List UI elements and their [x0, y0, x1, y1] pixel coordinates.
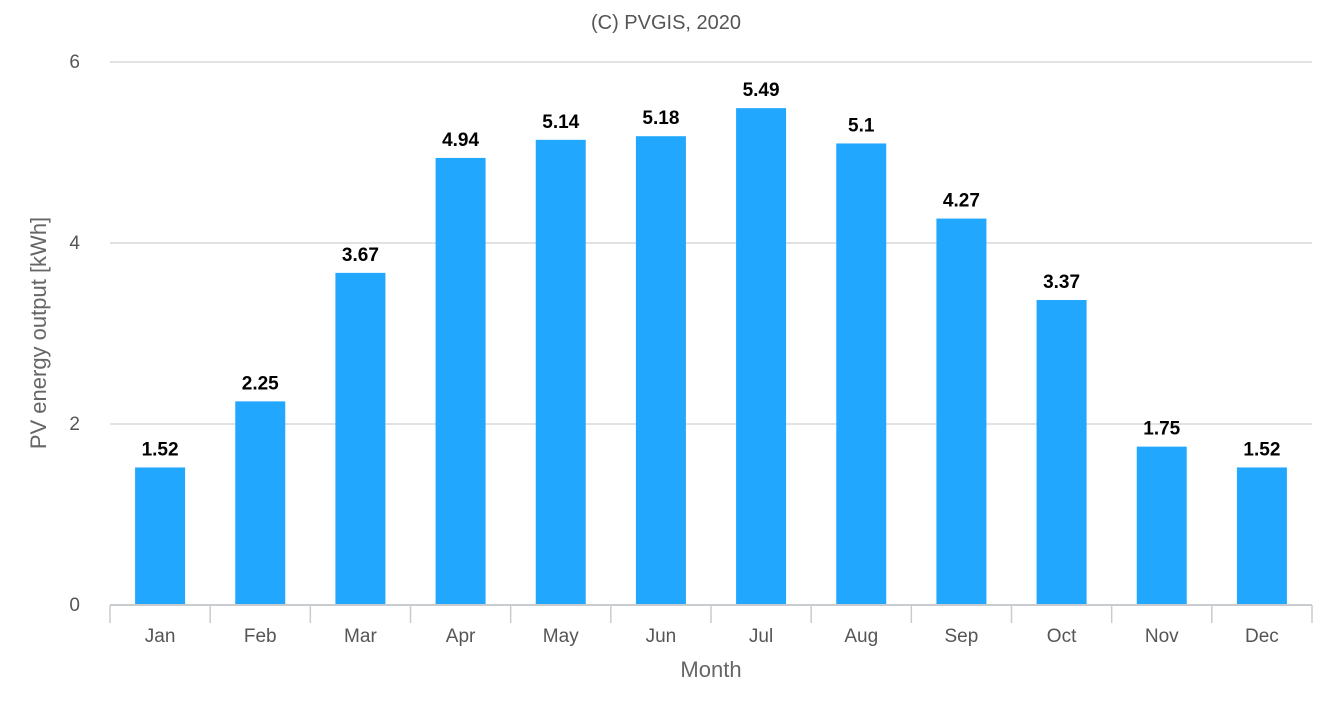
bar-sep	[936, 218, 987, 605]
bar-jun	[635, 136, 686, 605]
data-label: 5.18	[642, 108, 679, 129]
bar-jan	[135, 467, 186, 605]
y-tick-label: 4	[69, 233, 80, 254]
y-tick-label: 2	[69, 414, 80, 435]
data-label: 5.14	[542, 112, 579, 133]
bar-mar	[335, 272, 386, 605]
data-label: 4.94	[442, 130, 479, 151]
x-axis-label: Month	[680, 657, 741, 682]
x-tick-label: Mar	[344, 626, 377, 647]
x-axis-ticks: Jan Feb Mar Apr May Jun Jul Aug Sep Oct Nov Dec	[109, 605, 1313, 647]
bars	[135, 108, 1287, 605]
bar-jul	[736, 108, 787, 605]
data-label: 3.67	[342, 245, 379, 266]
bar-nov	[1136, 446, 1187, 605]
x-tick-label: Jan	[145, 626, 176, 647]
y-axis-ticks: 0 2 4 6	[69, 52, 80, 616]
data-label: 1.52	[1243, 439, 1280, 460]
data-label: 2.25	[242, 373, 279, 394]
chart-title: (C) PVGIS, 2020	[591, 12, 741, 34]
x-tick-label: Oct	[1047, 626, 1077, 647]
x-tick-label: Dec	[1245, 626, 1279, 647]
bar-oct	[1036, 300, 1087, 605]
x-tick-label: Jun	[646, 626, 677, 647]
y-tick-label: 0	[69, 595, 80, 616]
y-axis-label: PV energy output [kWh]	[26, 217, 51, 449]
data-label: 1.52	[142, 439, 179, 460]
data-label: 5.1	[848, 115, 875, 136]
data-label: 5.49	[743, 80, 780, 101]
bar-apr	[435, 157, 486, 605]
x-tick-label: Sep	[945, 626, 979, 647]
x-tick-label: Aug	[844, 626, 878, 647]
data-label: 4.27	[943, 191, 980, 212]
y-tick-label: 6	[69, 52, 80, 73]
x-tick-label: Jul	[749, 626, 773, 647]
bar-feb	[235, 401, 286, 605]
data-label: 1.75	[1143, 419, 1180, 440]
bar-aug	[836, 143, 887, 605]
x-tick-label: Nov	[1145, 626, 1179, 647]
bar-dec	[1236, 467, 1287, 605]
x-tick-label: May	[543, 626, 579, 647]
gridlines	[110, 61, 1312, 425]
x-tick-label: Feb	[244, 626, 277, 647]
x-tick-label: Apr	[446, 626, 476, 647]
bar-may	[535, 139, 586, 605]
data-label: 3.37	[1043, 272, 1080, 293]
data-labels: 1.52 2.25 3.67 4.94 5.14 5.18 5.49 5.1 4.27 3.37 1…	[142, 80, 1281, 460]
